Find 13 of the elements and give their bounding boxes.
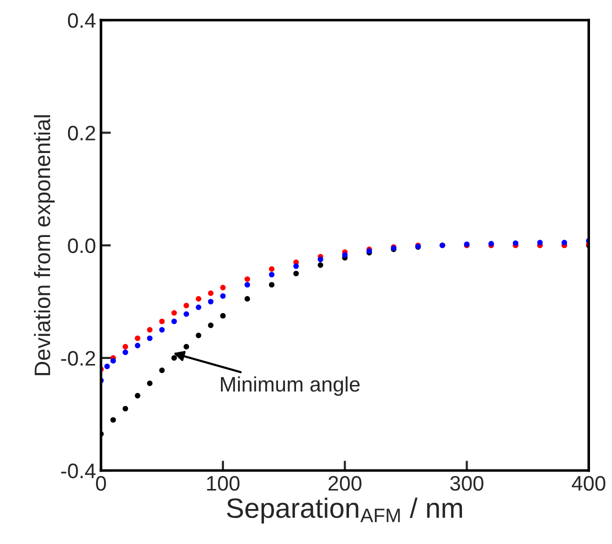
- annotation: Minimum angle: [220, 376, 360, 396]
- x-tick-label: 200: [328, 476, 362, 491]
- x-tick-label: 400: [572, 476, 606, 491]
- y-tick-label: 0.0: [68, 238, 96, 254]
- x-tick-label: 0: [96, 476, 106, 491]
- x-tick-label: 100: [207, 476, 240, 491]
- x-tick-label: 300: [450, 476, 484, 491]
- y-axis-title: Deviation from exponential: [34, 115, 55, 376]
- x-axis-title: Separation$_{AFM}$ / nm: [226, 498, 462, 524]
- y-tick-label: -0.2: [61, 350, 96, 366]
- y-tick-label: -0.4: [61, 464, 96, 478]
- y-tick-label: 0.2: [68, 126, 96, 140]
- y-tick-label: 0.4: [68, 13, 96, 28]
